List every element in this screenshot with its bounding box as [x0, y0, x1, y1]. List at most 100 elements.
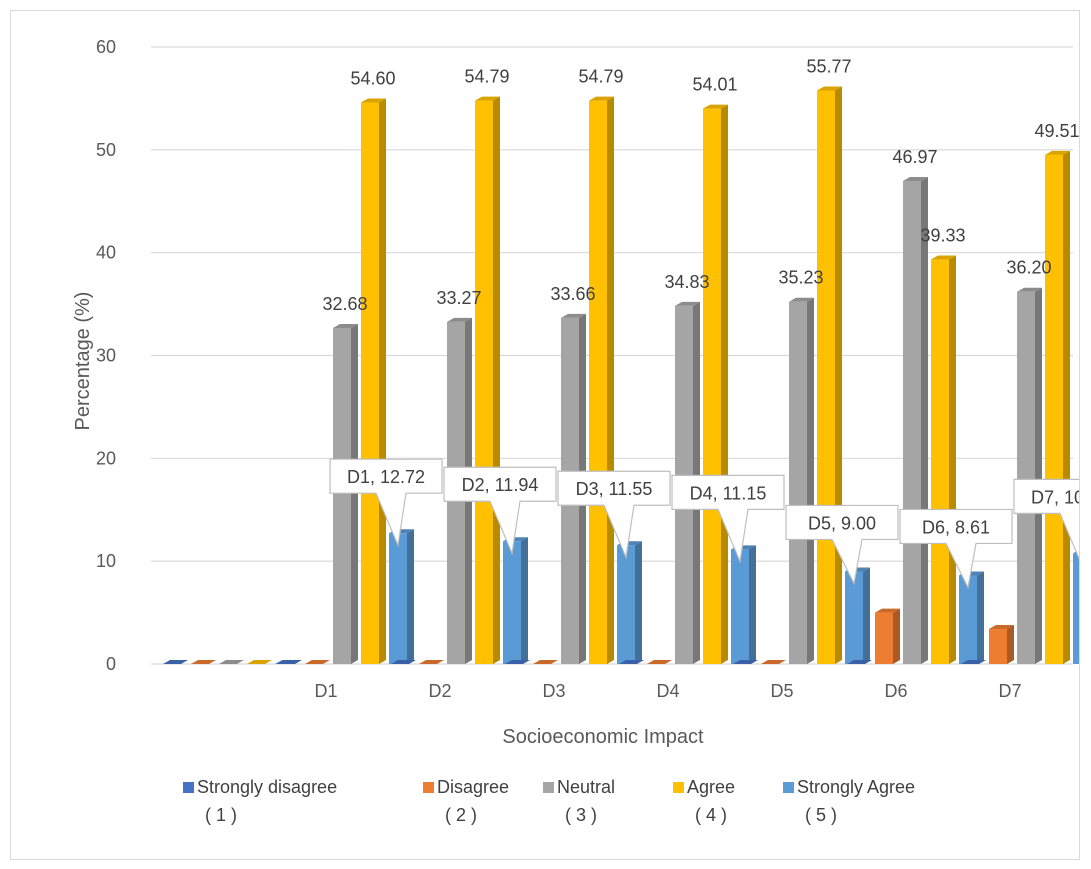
- bar: [475, 96, 500, 664]
- callout-box: [671, 474, 785, 564]
- y-tick-label: 0: [106, 654, 116, 674]
- x-tick-labels: D1 D2 D3 D4 D5 D6 D7: [314, 681, 1021, 701]
- bar: [503, 537, 528, 664]
- bar: [1017, 287, 1042, 664]
- bar-top: [675, 301, 700, 306]
- bar: [959, 571, 984, 664]
- bar: [761, 660, 786, 664]
- bar: [903, 176, 928, 665]
- legend: Strongly disagree ( 1 ) Disagree ( 2 ) Neutr…: [183, 777, 915, 825]
- bar-top: [875, 608, 900, 613]
- bar: [305, 660, 330, 664]
- legend-item: Strongly Agree ( 5 ): [783, 777, 915, 825]
- bar-front: [389, 533, 407, 664]
- legend-sublabel: ( 5 ): [805, 805, 837, 825]
- bar: [847, 660, 872, 664]
- data-label: 54.79: [464, 67, 509, 87]
- x-tick-label: D3: [542, 681, 565, 701]
- legend-sublabel: ( 2 ): [445, 805, 477, 825]
- callout-label: D3, 11.55: [576, 479, 653, 499]
- callout-label: D1, 12.72: [347, 467, 425, 487]
- data-label: 54.79: [578, 67, 623, 87]
- bar-front: [475, 100, 493, 664]
- bar-top: [733, 660, 758, 664]
- data-label: 39.33: [920, 226, 965, 246]
- bar-top: [619, 660, 644, 664]
- legend-label: Disagree: [437, 777, 509, 797]
- bar-top: [561, 313, 586, 318]
- callout: D4, 11.15: [671, 474, 785, 564]
- y-tick-label: 20: [96, 448, 116, 468]
- bar-top: [505, 660, 530, 664]
- bar: [191, 660, 216, 664]
- legend-sublabel: ( 4 ): [695, 805, 727, 825]
- callout-label: D6, 8.61: [922, 517, 990, 537]
- data-label: 35.23: [778, 268, 823, 288]
- data-label: 36.20: [1006, 258, 1051, 278]
- bar: [619, 660, 644, 664]
- y-tick-label: 40: [96, 243, 116, 263]
- bar: [845, 567, 870, 664]
- data-label: 33.66: [550, 284, 595, 304]
- callout-label: D4, 11.15: [690, 483, 767, 503]
- data-labels: 32.68 54.60 33.27 54.79 33.66 54.79 34.83 54.01…: [322, 56, 1079, 313]
- bar: [789, 297, 814, 664]
- legend-sublabel: ( 1 ): [205, 805, 237, 825]
- legend-swatch: [423, 782, 434, 793]
- legend-item: Agree ( 4 ): [673, 777, 735, 825]
- x-tick-label: D5: [770, 681, 793, 701]
- bar: [419, 660, 444, 664]
- legend-swatch: [543, 782, 554, 793]
- bar-top: [903, 176, 928, 181]
- callout-box: [557, 470, 671, 560]
- bar-top: [419, 660, 444, 664]
- bar-top: [989, 625, 1014, 630]
- bar-top: [277, 660, 302, 664]
- bar-top: [391, 660, 416, 664]
- bar-top: [1045, 150, 1070, 155]
- bar-top: [219, 660, 244, 664]
- bar-front: [731, 549, 749, 664]
- bar-side: [407, 529, 414, 664]
- bar-front: [817, 90, 835, 665]
- x-tick-label: D7: [998, 681, 1021, 701]
- data-label: 32.68: [322, 294, 367, 314]
- legend-label: Neutral: [557, 777, 615, 797]
- callout: D3, 11.55: [557, 470, 671, 560]
- bar: [277, 660, 302, 664]
- bar-top: [703, 104, 728, 109]
- bar-side: [893, 608, 900, 664]
- bar-top: [789, 297, 814, 302]
- bar-front: [617, 545, 635, 664]
- bar-front: [875, 612, 893, 664]
- callout-box: [1013, 478, 1079, 560]
- chart-frame: 0 10 20 30 40 50 60 32.68 54.60 33.27 54.79 33.66 5…: [10, 10, 1080, 860]
- bar-top: [191, 660, 216, 664]
- bar-side: [521, 537, 528, 664]
- callout-box: [443, 466, 557, 556]
- data-label: 54.01: [692, 75, 737, 95]
- callout-box: [329, 458, 443, 548]
- callout: D5, 9.00: [785, 504, 899, 586]
- chart-svg: 0 10 20 30 40 50 60 32.68 54.60 33.27 54.79 33.66 5…: [72, 37, 1079, 825]
- bar-front: [789, 301, 807, 664]
- bar-side: [721, 104, 728, 664]
- legend-item: Disagree ( 2 ): [423, 777, 509, 825]
- data-label: 49.51: [1034, 121, 1079, 141]
- bar: [1073, 549, 1079, 664]
- bar: [647, 660, 672, 664]
- bar-side: [807, 297, 814, 664]
- callouts: D1, 12.72 D2, 11.94 D3, 11.55 D4, 11.15 D5, …: [329, 458, 1079, 590]
- bar-top: [817, 86, 842, 91]
- bar: [703, 104, 728, 664]
- y-tick-labels: 0 10 20 30 40 50 60: [96, 37, 116, 674]
- bar-side: [607, 96, 614, 664]
- bar-front: [1017, 291, 1035, 664]
- x-tick-label: D6: [884, 681, 907, 701]
- bar-side: [351, 323, 358, 664]
- bar-top: [1017, 287, 1042, 292]
- bar-side: [921, 176, 928, 665]
- bar-top: [305, 660, 330, 664]
- data-label: 46.97: [892, 147, 937, 167]
- y-tick-label: 30: [96, 346, 116, 366]
